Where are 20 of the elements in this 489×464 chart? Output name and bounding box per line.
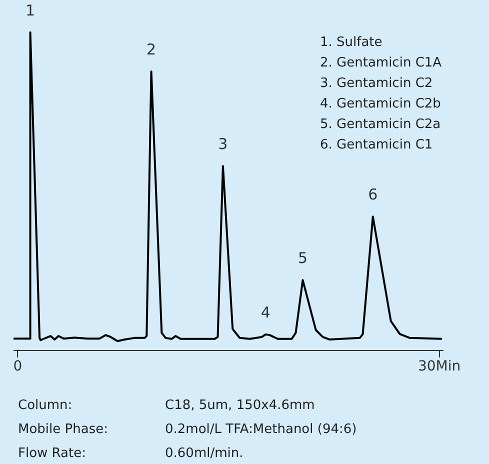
annotation: 5. Gentamicin C2a (320, 117, 441, 132)
text: Flow Rate: (18, 446, 86, 461)
annotation: 6. Gentamicin C1 (320, 138, 433, 152)
annotation: 2. Gentamicin C1A (320, 56, 442, 70)
text: Column: (18, 398, 72, 413)
annotation: 2 (146, 40, 156, 58)
annotation: 1 (26, 1, 36, 20)
annotation: 3. Gentamicin C2 (320, 76, 433, 91)
annotation: 4. Gentamicin C2b (320, 96, 441, 112)
annotation: 3 (218, 135, 228, 154)
text: 0.2mol/L TFA:Methanol (94:6) (165, 422, 357, 437)
annotation: 4 (260, 303, 270, 322)
annotation: 5 (298, 249, 308, 268)
x-tick-label: 30Min (418, 358, 461, 374)
annotation: 1. Sulfate (320, 35, 382, 50)
text: C18, 5um, 150x4.6mm (165, 398, 315, 413)
text: Mobile Phase: (18, 422, 108, 437)
text: 0.60ml/min. (165, 446, 244, 461)
x-tick-label: 0 (13, 358, 22, 374)
annotation: 6 (368, 186, 378, 204)
